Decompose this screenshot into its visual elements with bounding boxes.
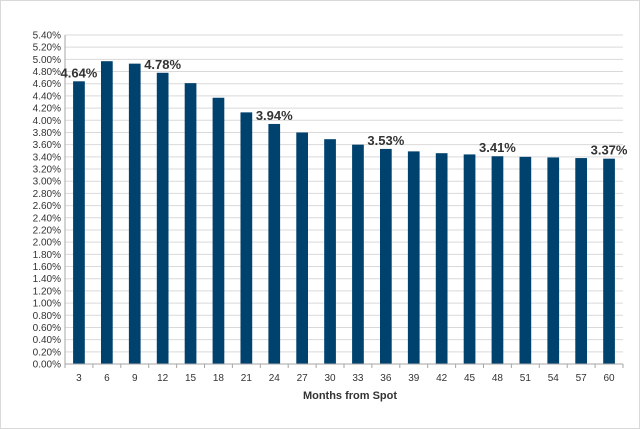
y-tick-label: 3.20%: [33, 165, 61, 176]
bar: [128, 63, 141, 364]
y-tick-labels: 0.00% 0.20%0.40%0.60%0.80%1.00% 1.20%1.40%…: [33, 31, 61, 371]
y-tick-label: 0.40%: [33, 335, 61, 346]
y-tick-label: 2.40%: [33, 213, 61, 224]
bar: [435, 153, 448, 364]
y-tick-label: 4.20%: [33, 104, 61, 115]
x-tick-label: 51: [520, 373, 532, 384]
x-tick-label: 57: [576, 373, 588, 384]
data-label: 3.94%: [256, 108, 293, 123]
y-tick-label: 3.40%: [33, 152, 61, 163]
bar: [156, 72, 169, 364]
x-tick-label: 60: [603, 373, 615, 384]
y-tick-label: 4.80%: [33, 67, 61, 78]
x-tick-label: 18: [213, 373, 225, 384]
bar: [184, 83, 197, 365]
y-tick-label: 4.60%: [33, 79, 61, 90]
x-tick-label: 27: [297, 373, 309, 384]
y-tick-label: 3.80%: [33, 128, 61, 139]
y-tick-label: 0.80%: [33, 311, 61, 322]
y-tick-label: 0.60%: [33, 323, 61, 334]
y-tick-label: 1.40%: [33, 274, 61, 285]
bar: [547, 157, 560, 364]
bar: [212, 97, 225, 365]
gridlines: [64, 34, 623, 365]
bar: [491, 156, 504, 364]
y-tick-label: 1.00%: [33, 299, 61, 310]
y-tick-label: 3.60%: [33, 140, 61, 151]
x-tick-label: 36: [380, 373, 392, 384]
y-tick-label: 5.00%: [33, 55, 61, 66]
bar: [100, 61, 113, 364]
y-tick-label: 2.80%: [33, 189, 61, 200]
x-tick-label: 30: [324, 373, 336, 384]
data-label: 4.78%: [144, 57, 181, 72]
bar: [352, 144, 364, 364]
bar: [407, 151, 420, 364]
y-tick-label: 4.00%: [33, 116, 61, 127]
y-tick-label: 2.00%: [33, 238, 61, 249]
bar: [603, 158, 615, 364]
x-tick-label: 33: [352, 373, 364, 384]
data-label: 3.41%: [479, 140, 516, 155]
bar: [575, 158, 588, 364]
bar: [296, 132, 309, 364]
data-label: 3.53%: [367, 133, 404, 148]
x-tick-label: 6: [104, 373, 110, 384]
y-tick-label: 4.40%: [33, 91, 61, 102]
bar: [73, 81, 85, 364]
bar: [324, 139, 336, 364]
x-tick-label: 15: [185, 373, 197, 384]
y-tick-label: 1.60%: [33, 262, 61, 273]
x-tick-label: 12: [157, 373, 169, 384]
y-tick-label: 1.20%: [33, 286, 61, 297]
x-tick-label: 45: [464, 373, 476, 384]
x-tick-label: 48: [492, 373, 504, 384]
y-tick-label: 2.60%: [33, 201, 61, 212]
y-tick-label: 0.00%: [33, 360, 61, 371]
x-tick-label: 3: [76, 373, 82, 384]
y-tick-label: 0.20%: [33, 347, 61, 358]
y-tick-label: 5.40%: [33, 31, 61, 42]
data-labels: 4.64% 4.78% 3.94% 3.53% 3.41% 3.37%: [61, 57, 628, 158]
x-tick-label: 54: [548, 373, 560, 384]
x-axis-title: Months from Spot: [303, 390, 397, 402]
bar: [268, 123, 281, 365]
y-tick-label: 5.20%: [33, 43, 61, 54]
x-tick-labels: 3 6 9 12 15 18 21 24 27 30 33 36 39 42 45 48 51 54 57 60: [64, 364, 624, 384]
y-tick-label: 1.80%: [33, 250, 61, 261]
y-tick-label: 3.00%: [33, 177, 61, 188]
y-tick-label: 2.20%: [33, 225, 61, 236]
x-tick-label: 9: [132, 373, 138, 384]
bar: [463, 154, 476, 364]
x-tick-label: 24: [269, 373, 281, 384]
data-label: 4.64%: [61, 65, 98, 80]
bar: [379, 148, 392, 364]
x-tick-label: 42: [436, 373, 448, 384]
x-tick-label: 39: [408, 373, 420, 384]
bar: [519, 156, 532, 364]
bars: [73, 61, 615, 365]
x-tick-label: 21: [241, 373, 253, 384]
bar: [240, 112, 253, 365]
data-label: 3.37%: [591, 143, 628, 158]
